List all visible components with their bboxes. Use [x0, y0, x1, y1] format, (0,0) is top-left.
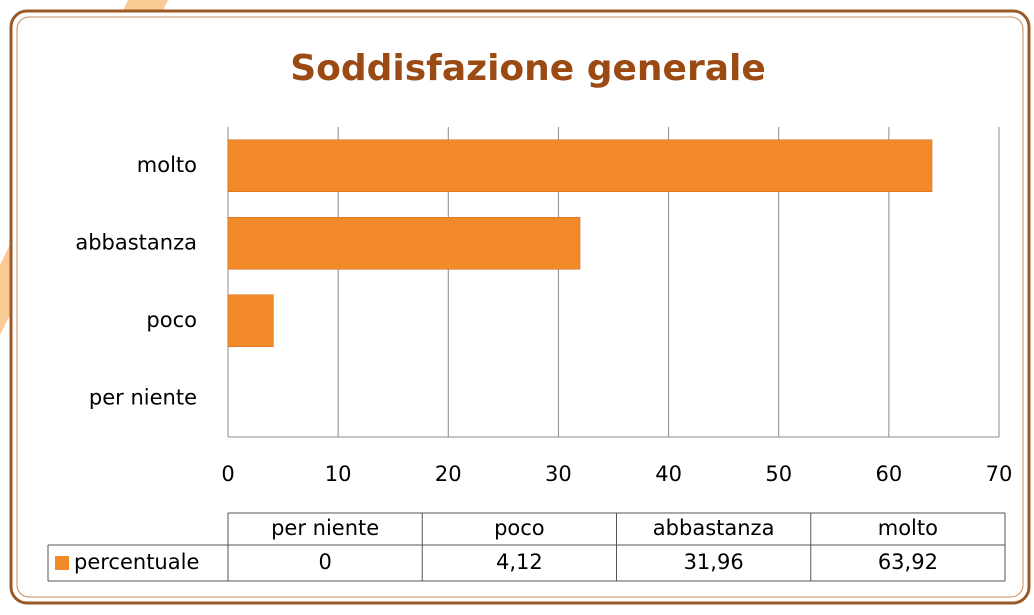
x-tick-label: 0	[221, 462, 234, 486]
y-tick-label: abbastanza	[75, 230, 197, 254]
bar	[227, 217, 581, 270]
legend-swatch	[55, 556, 69, 570]
table-header: per niente	[271, 516, 379, 540]
bar	[227, 294, 274, 347]
x-tick-label: 50	[765, 462, 792, 486]
y-tick-label: per niente	[89, 385, 197, 409]
table-header: abbastanza	[653, 516, 775, 540]
table-header: molto	[878, 516, 938, 540]
chart-frame-inner	[16, 16, 1024, 598]
x-tick-label: 30	[545, 462, 572, 486]
table-cell: 31,96	[684, 550, 744, 574]
x-tick-label: 40	[655, 462, 682, 486]
y-tick-label: molto	[137, 153, 197, 177]
x-tick-label: 10	[325, 462, 352, 486]
bar	[227, 139, 933, 192]
table-cell: 63,92	[878, 550, 938, 574]
y-tick-label: poco	[146, 308, 197, 332]
table-header: poco	[494, 516, 545, 540]
x-tick-label: 60	[875, 462, 902, 486]
x-tick-label: 20	[435, 462, 462, 486]
legend-label: percentuale	[74, 550, 199, 574]
x-tick-label: 70	[986, 462, 1013, 486]
chart-title: Soddisfazione generale	[290, 48, 766, 89]
table-cell: 0	[318, 550, 331, 574]
table-cell: 4,12	[496, 550, 543, 574]
